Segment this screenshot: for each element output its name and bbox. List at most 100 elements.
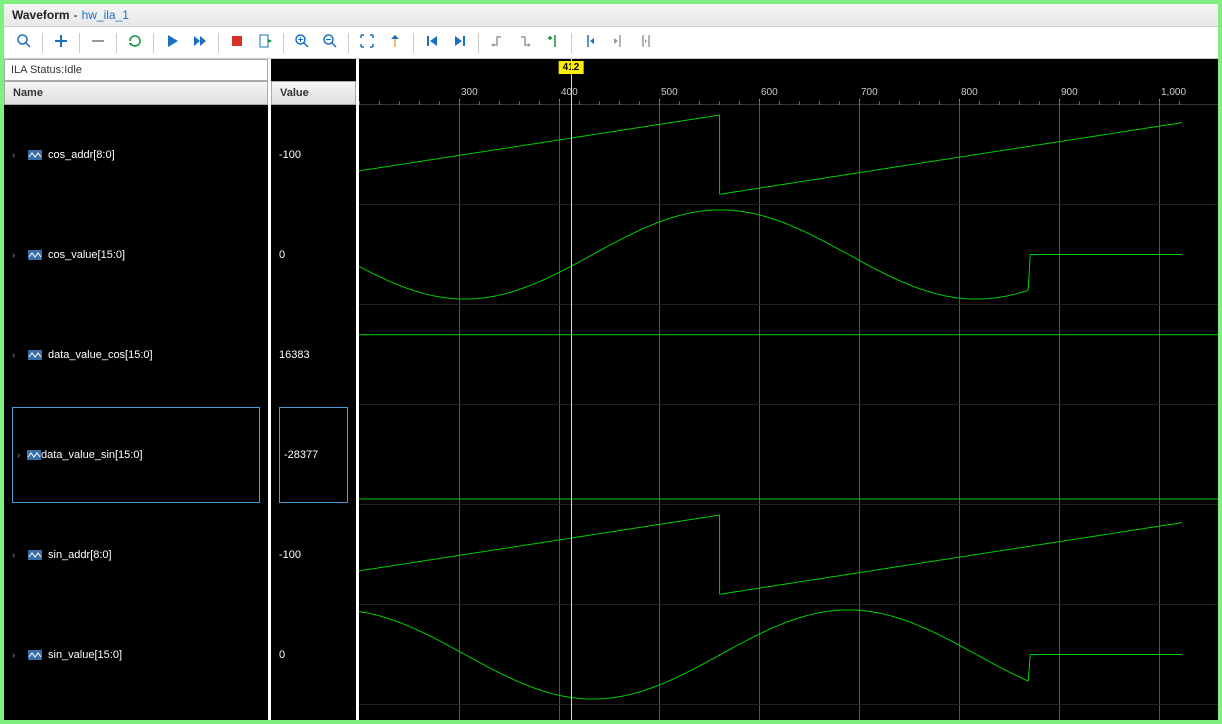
last-button[interactable]	[446, 31, 474, 55]
title-sub[interactable]: hw_ila_1	[82, 8, 129, 22]
prev-marker-icon	[582, 33, 598, 52]
tick-label: 700	[861, 87, 878, 98]
titlebar: Waveform - hw_ila_1	[4, 4, 1218, 27]
prev-edge-button[interactable]	[483, 31, 511, 55]
expand-arrow-icon[interactable]: ›	[12, 150, 22, 161]
add-button[interactable]	[47, 31, 75, 55]
cursor-line[interactable]	[571, 59, 572, 720]
wave-tracks	[359, 105, 1218, 720]
play-button[interactable]	[158, 31, 186, 55]
tick-label: 500	[661, 87, 678, 98]
wave-track	[359, 205, 1218, 305]
expand-arrow-icon[interactable]: ›	[12, 550, 22, 561]
title-sep: -	[74, 8, 78, 22]
toolbar-separator	[478, 33, 479, 53]
tick-label: 1,000	[1161, 87, 1186, 98]
remove-icon	[90, 33, 106, 52]
signal-value-row[interactable]: 16383	[271, 305, 356, 405]
signal-name-row[interactable]: › sin_value[15:0]	[4, 605, 268, 705]
signal-value-row[interactable]: -100	[271, 105, 356, 205]
zoom-in-icon	[294, 33, 310, 52]
next-edge-button[interactable]	[511, 31, 539, 55]
swap-marker-button[interactable]	[632, 31, 660, 55]
expand-arrow-icon[interactable]: ›	[17, 450, 27, 461]
signal-name-label: cos_value[15:0]	[48, 249, 125, 261]
tick-label: 400	[561, 87, 578, 98]
name-panel: ILA Status:Idle Name ›cos_addr[8:0]›cos_…	[4, 59, 271, 720]
fit-button[interactable]	[353, 31, 381, 55]
expand-arrow-icon[interactable]: ›	[12, 650, 22, 661]
swap-marker-icon	[638, 33, 654, 52]
last-icon	[452, 33, 468, 52]
signal-value-label: 0	[279, 649, 285, 661]
goto-button[interactable]	[381, 31, 409, 55]
signal-value-label: 0	[279, 249, 285, 261]
signal-name-label: cos_addr[8:0]	[48, 149, 115, 161]
wave-track	[359, 605, 1218, 705]
goto-icon	[387, 33, 403, 52]
expand-arrow-icon[interactable]: ›	[12, 250, 22, 261]
refresh-icon	[127, 33, 143, 52]
signal-name-row[interactable]: › cos_value[15:0]	[4, 205, 268, 305]
toolbar-separator	[116, 33, 117, 53]
signal-value-row[interactable]: -100	[271, 505, 356, 605]
add-icon	[53, 33, 69, 52]
value-spacer	[271, 59, 356, 81]
toolbar-separator	[42, 33, 43, 53]
waveform-panel[interactable]: 4123004005006007008009001,000	[359, 59, 1218, 720]
toolbar-separator	[413, 33, 414, 53]
ila-status: ILA Status:Idle	[4, 59, 268, 81]
play-icon	[164, 33, 180, 52]
prev-edge-icon	[489, 33, 505, 52]
waveform-path	[359, 115, 1182, 194]
remove-button[interactable]	[84, 31, 112, 55]
signal-name-row[interactable]: › data_value_cos[15:0]	[4, 305, 268, 405]
signal-value-label: -28377	[284, 449, 318, 461]
zoom-out-button[interactable]	[316, 31, 344, 55]
signal-value-row[interactable]: 0	[271, 605, 356, 705]
fit-icon	[359, 33, 375, 52]
wave-track	[359, 405, 1218, 505]
waveform-path	[359, 610, 1182, 699]
fast-forward-icon	[192, 33, 208, 52]
signal-name-row[interactable]: › sin_addr[8:0]	[4, 505, 268, 605]
stop-button[interactable]	[223, 31, 251, 55]
signal-name-row[interactable]: › data_value_sin[15:0]	[4, 405, 268, 505]
signal-name-label: data_value_cos[15:0]	[48, 349, 153, 361]
add-marker-button[interactable]	[539, 31, 567, 55]
toolbar-separator	[571, 33, 572, 53]
search-button[interactable]	[10, 31, 38, 55]
wave-track	[359, 105, 1218, 205]
search-icon	[16, 33, 32, 52]
signal-name-list: › cos_addr[8:0] › cos_value[15:0] › data_valu…	[4, 105, 268, 720]
signal-name-row[interactable]: › cos_addr[8:0]	[4, 105, 268, 205]
signal-name-label: sin_value[15:0]	[48, 649, 122, 661]
refresh-button[interactable]	[121, 31, 149, 55]
signal-icon	[28, 150, 42, 160]
waveform-path	[359, 210, 1182, 299]
value-panel: Value -100016383-28377-1000	[271, 59, 359, 720]
stop-icon	[229, 33, 245, 52]
signal-icon	[27, 450, 41, 460]
fast-forward-button[interactable]	[186, 31, 214, 55]
prev-marker-button[interactable]	[576, 31, 604, 55]
toolbar-separator	[79, 33, 80, 53]
tick-label: 900	[1061, 87, 1078, 98]
tick-label: 800	[961, 87, 978, 98]
first-button[interactable]	[418, 31, 446, 55]
signal-name-label: data_value_sin[15:0]	[41, 449, 143, 461]
tick-label: 600	[761, 87, 778, 98]
next-marker-button[interactable]	[604, 31, 632, 55]
zoom-in-button[interactable]	[288, 31, 316, 55]
signal-value-row[interactable]: -28377	[271, 405, 356, 505]
export-button[interactable]	[251, 31, 279, 55]
tick-label: 300	[461, 87, 478, 98]
time-ruler[interactable]: 4123004005006007008009001,000	[359, 59, 1218, 105]
signal-value-label: 16383	[279, 349, 310, 361]
wave-track	[359, 505, 1218, 605]
signal-name-label: sin_addr[8:0]	[48, 549, 112, 561]
toolbar-separator	[348, 33, 349, 53]
signal-value-row[interactable]: 0	[271, 205, 356, 305]
expand-arrow-icon[interactable]: ›	[12, 350, 22, 361]
signal-value-label: -100	[279, 549, 301, 561]
